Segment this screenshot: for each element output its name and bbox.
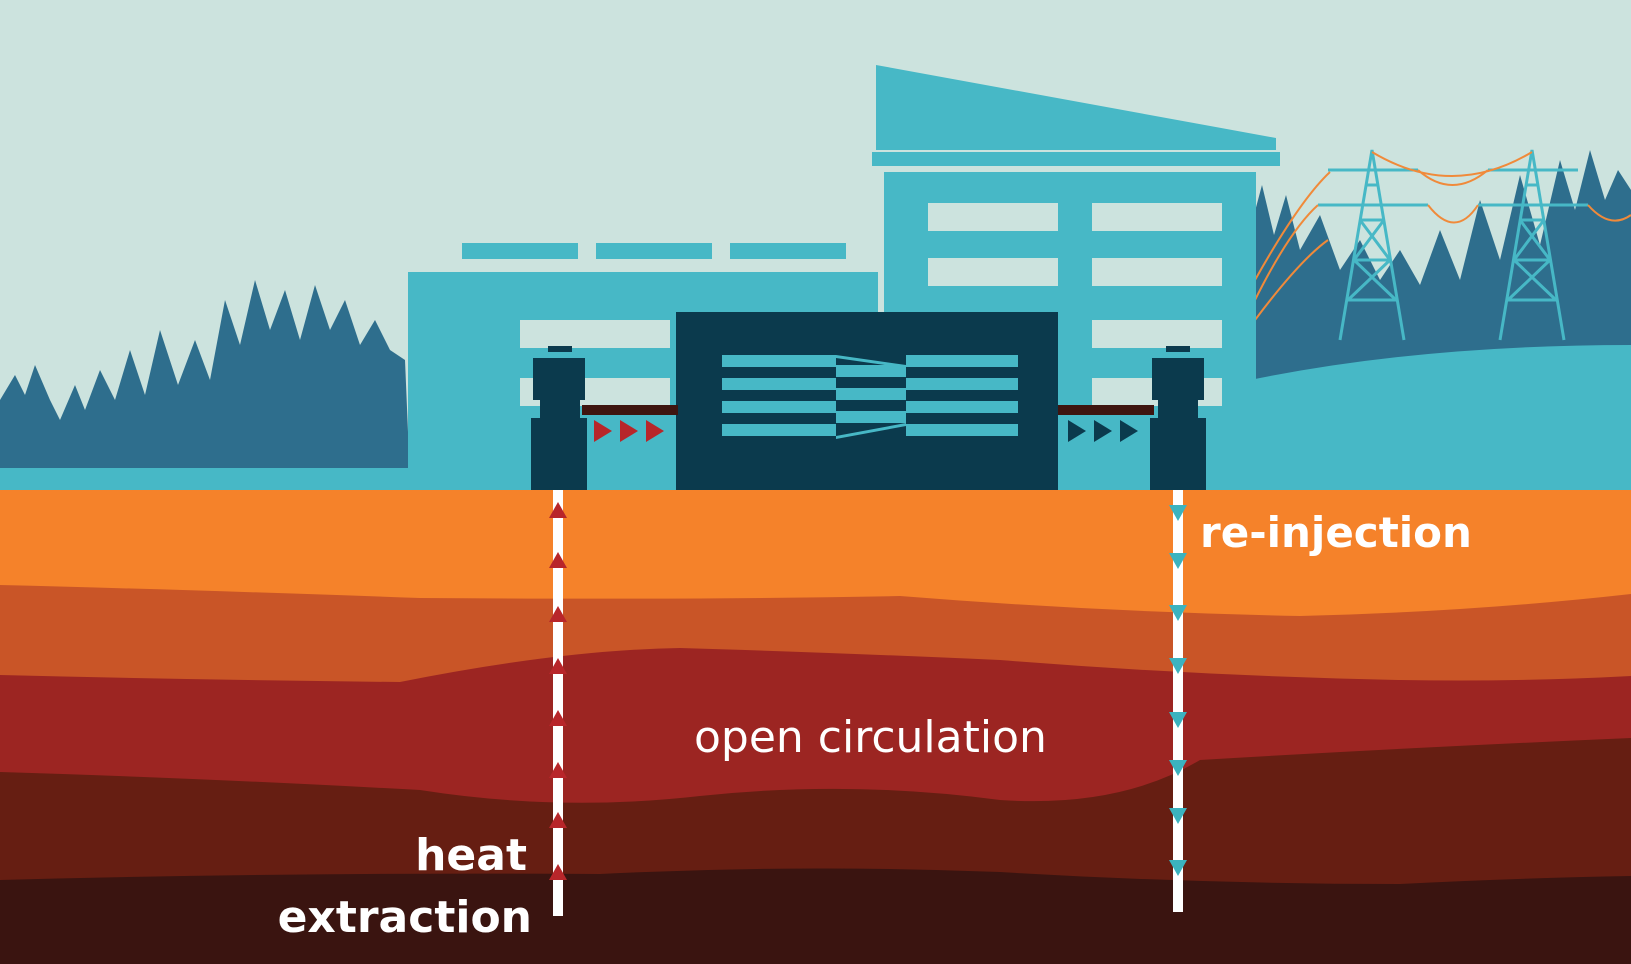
open-circulation-label: open circulation (694, 712, 1047, 763)
extraction-label: extraction (278, 892, 532, 943)
injection-well (1169, 490, 1187, 912)
heat-label: heat (415, 830, 527, 881)
heat-exchanger (676, 312, 1058, 490)
power-lines (1254, 151, 1631, 321)
cold-pipe (1058, 405, 1154, 415)
right-hill (1250, 345, 1631, 500)
left-forest (0, 280, 410, 480)
cold-flow-arrows (1068, 420, 1138, 442)
production-well (549, 490, 567, 916)
injection-wellhead (1150, 346, 1206, 490)
hot-flow-arrows (594, 420, 664, 442)
ground-layers (0, 490, 1631, 964)
reinjection-label: re-injection (1200, 508, 1472, 557)
power-line-towers (1318, 149, 1588, 341)
production-wellhead (531, 346, 587, 490)
hot-pipe (582, 405, 678, 415)
